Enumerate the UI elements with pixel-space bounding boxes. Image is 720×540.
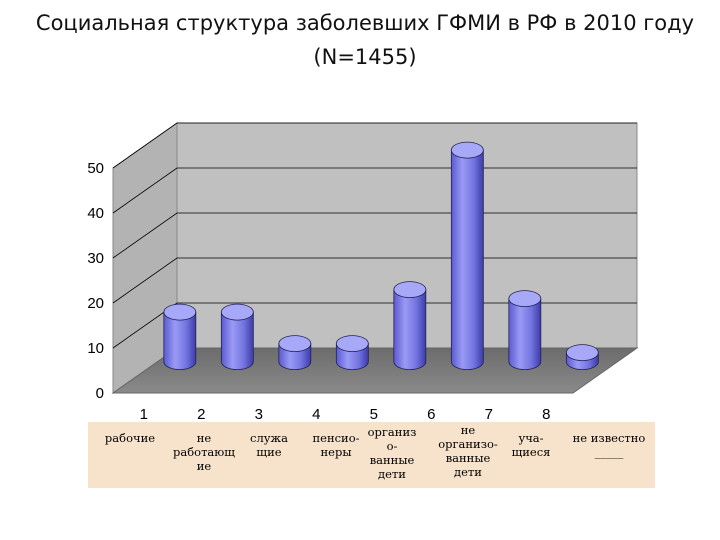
legend-label: не работающ ие [173, 431, 235, 473]
bar [278, 335, 312, 370]
y-tick-label: 20 [87, 295, 104, 312]
bar-body [508, 298, 542, 370]
bar [163, 303, 197, 370]
bar-top [393, 281, 427, 299]
x-tick-label: 2 [197, 406, 205, 423]
bar [393, 281, 427, 370]
x-tick-label: 6 [427, 406, 435, 423]
x-tick-label: 4 [312, 406, 320, 423]
bar-top [163, 303, 197, 321]
legend-label: уча- щиеся [511, 431, 551, 459]
bar-top [220, 303, 254, 321]
bar-body [450, 149, 484, 370]
legend-box [88, 422, 655, 488]
bar [565, 344, 599, 370]
legend-label: рабочие [104, 431, 156, 445]
bar-top [450, 141, 484, 159]
bar-top [565, 344, 599, 362]
bar-top [508, 290, 542, 308]
y-tick-label: 40 [87, 205, 104, 222]
gridline [112, 122, 637, 169]
bar [450, 141, 484, 370]
bar [508, 290, 542, 370]
bar [335, 335, 369, 370]
bar-top [278, 335, 312, 353]
x-tick-label: 3 [255, 406, 263, 423]
x-tick-label: 7 [485, 406, 493, 423]
x-tick-label: 8 [542, 406, 550, 423]
x-tick-label: 1 [140, 406, 148, 423]
legend-label: не организо- ванные дети [438, 423, 498, 479]
bar-top [335, 335, 369, 353]
y-tick-label: 50 [87, 160, 104, 177]
legend-label: служа щие [250, 431, 288, 459]
bar-body [393, 289, 427, 370]
y-tick-label: 0 [96, 385, 104, 402]
x-tick-label: 5 [370, 406, 378, 423]
bar-body [163, 311, 197, 370]
legend-label: не известно _____ [572, 431, 646, 459]
bar [220, 303, 254, 370]
chart-title: Социальная структура заболевших ГФМИ в Р… [35, 11, 695, 69]
bar-body [220, 311, 254, 370]
y-tick-label: 10 [87, 340, 104, 357]
legend-label: организ о- ванные дети [367, 425, 417, 481]
y-tick-label: 30 [87, 250, 104, 267]
legend-label: пенсио- неры [312, 431, 360, 459]
